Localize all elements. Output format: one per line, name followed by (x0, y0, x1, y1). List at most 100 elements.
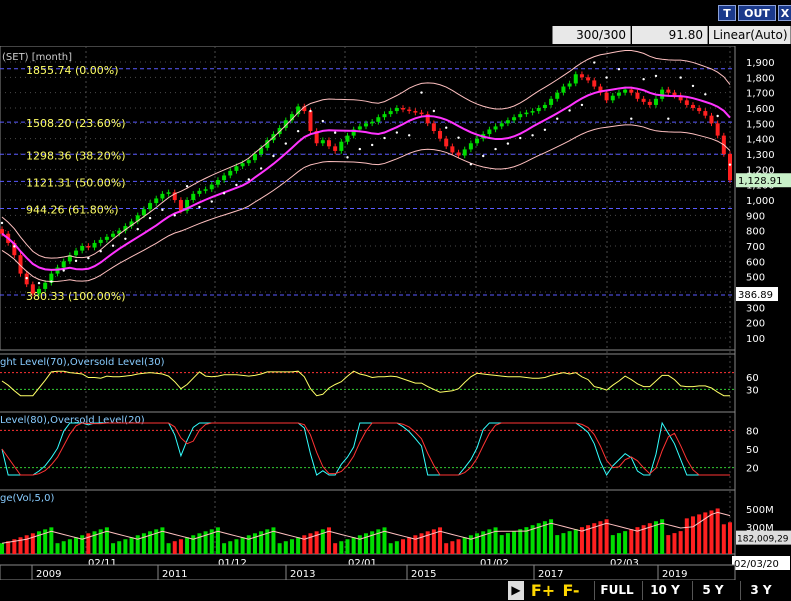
parabolic-sar-dot (50, 280, 53, 283)
y-tick-label: 1,700 (746, 89, 775, 100)
volume-bar (456, 539, 461, 554)
y-tick-label: 700 (746, 242, 765, 253)
volume-bar (185, 537, 190, 554)
fib-level-label: 380.33 (100.00%) (26, 290, 126, 303)
parabolic-sar-dot (395, 131, 399, 134)
parabolic-sar-dot (630, 117, 633, 120)
volume-bar (536, 523, 541, 554)
year-label: 2009 (36, 569, 61, 580)
low-marker-tag (736, 287, 778, 302)
volume-bar (197, 533, 202, 554)
candle-body (86, 246, 91, 248)
bollinger-lower-band (1, 124, 731, 283)
candle-body (351, 129, 356, 136)
parabolic-sar-dot (321, 119, 325, 123)
candle-body (302, 106, 307, 112)
volume-bar (135, 535, 140, 554)
candle-body (178, 200, 183, 211)
volume-bar (117, 541, 122, 554)
out-button[interactable]: OUT (738, 5, 776, 21)
scale-mode-button[interactable]: Linear(Auto) (709, 26, 791, 44)
volume-bar (450, 541, 455, 554)
candle-body (419, 112, 424, 115)
parabolic-sar-dot (605, 76, 608, 79)
zoom-out-button[interactable]: F- (562, 581, 580, 600)
volume-bar (55, 543, 60, 554)
parabolic-sar-dot (296, 129, 300, 133)
vol-tick-label: 300M (746, 523, 774, 534)
y-tick-label: 800 (746, 227, 765, 238)
candle-body (74, 250, 79, 256)
candle-body (203, 189, 208, 191)
candle-body (215, 180, 220, 185)
volume-bar (468, 535, 473, 554)
candle-body (197, 190, 202, 194)
3-year-button[interactable]: 3 Y (740, 581, 781, 600)
candle-body (376, 117, 381, 122)
parabolic-sar-dot (667, 117, 670, 120)
volume-bar (444, 543, 449, 554)
last-price-value: 1,128.91 (738, 176, 783, 187)
parabolic-sar-dot (716, 114, 719, 118)
y-tick-label: 300 (746, 303, 765, 314)
volume-bar (203, 531, 208, 554)
volume-bar (277, 543, 282, 554)
rsi-panel-title: ght Level(70),Oversold Level(30) (0, 357, 165, 368)
candle-body (185, 200, 190, 211)
rsi-tick-label: 60 (746, 373, 759, 384)
candle-body (450, 146, 455, 153)
parabolic-sar-dot (580, 103, 584, 107)
candle-body (672, 92, 677, 96)
candle-body (43, 282, 48, 289)
candle-body (0, 229, 4, 234)
y-tick-label: 1,800 (746, 73, 775, 84)
volume-bar (24, 535, 29, 554)
y-tick-label: 1,200 (746, 165, 775, 176)
candle-body (438, 131, 443, 139)
y-tick-label: 600 (746, 257, 765, 268)
parabolic-sar-dot (74, 259, 78, 263)
volume-bar (86, 533, 91, 554)
parabolic-sar-dot (407, 134, 411, 137)
candle-body (61, 261, 66, 268)
volume-bar (598, 521, 603, 554)
chart-area[interactable]: 1,900 1,800 1,700 1,600 1,500 1,400 1,300 1,200… (0, 46, 791, 580)
volume-bar (215, 527, 220, 554)
fib-level-label: 1855.74 (0.00%) (26, 64, 119, 77)
volume-bar (579, 527, 584, 554)
parabolic-sar-dot (111, 244, 115, 247)
candle-body (456, 152, 461, 156)
volume-bar (12, 539, 17, 554)
volume-bar (240, 537, 245, 554)
volume-bar (401, 539, 406, 554)
parabolic-sar-dot (383, 136, 386, 140)
volume-bar (518, 529, 523, 554)
volume-bar (320, 529, 325, 554)
fib-level-label: 1508.20 (23.60%) (26, 117, 126, 130)
zoom-in-button[interactable]: F+ (530, 581, 556, 600)
t-button[interactable]: T (718, 5, 736, 21)
volume-bar (419, 533, 424, 554)
y-tick-label: 900 (746, 211, 765, 222)
candle-body (265, 140, 270, 148)
y-tick-label: 1,900 (746, 58, 775, 69)
full-range-button[interactable]: FULL (594, 581, 639, 600)
parabolic-sar-dot (333, 131, 337, 134)
date-label: 02/11 (88, 558, 117, 569)
parabolic-sar-dot (494, 147, 497, 151)
fib-level-label: 1121.31 (50.00%) (26, 176, 126, 189)
10-year-button[interactable]: 10 Y (642, 581, 687, 600)
candle-body (530, 111, 535, 113)
5-year-button[interactable]: 5 Y (692, 581, 733, 600)
candle-body (111, 233, 116, 237)
parabolic-sar-dot (0, 221, 4, 225)
vol-tick-label: 500M (746, 505, 774, 516)
candle-body (326, 140, 331, 147)
close-button[interactable]: X (778, 5, 791, 21)
candle-body (623, 89, 628, 93)
play-button[interactable]: ▶ (508, 581, 524, 600)
y-tick-label: 500 (746, 273, 765, 284)
candle-body (357, 126, 362, 130)
stoch-d-line (1, 422, 730, 476)
parabolic-sar-dot (691, 84, 695, 88)
